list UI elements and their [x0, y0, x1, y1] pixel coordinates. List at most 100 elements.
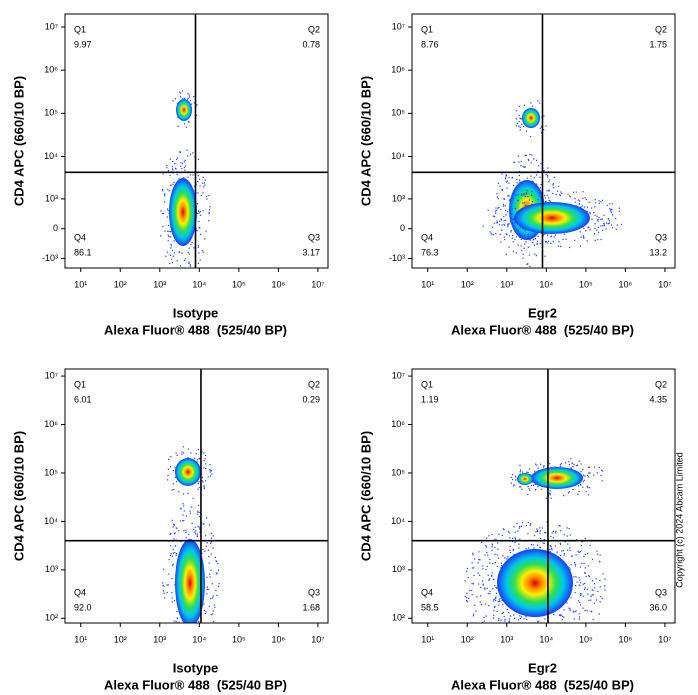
density-dot — [589, 213, 591, 215]
density-dot — [534, 244, 536, 246]
density-dot — [491, 549, 493, 551]
density-dot — [163, 585, 165, 587]
density-dot — [486, 546, 488, 548]
density-dot — [549, 494, 551, 496]
density-dot — [559, 464, 561, 466]
density-dot — [168, 627, 169, 628]
density-dot — [596, 215, 598, 217]
density-dot — [189, 153, 192, 155]
density-dot — [162, 584, 164, 587]
density-dot — [509, 551, 512, 554]
density-dot — [498, 533, 500, 535]
density-dot — [188, 262, 190, 265]
density-dot — [188, 628, 189, 629]
density-dot — [493, 631, 494, 632]
density-dot — [598, 466, 600, 469]
density-dot — [174, 643, 175, 644]
density-dot — [596, 599, 598, 601]
density-dot — [569, 195, 571, 197]
density-dot — [524, 202, 526, 204]
density-dot — [484, 587, 486, 589]
density-dot — [571, 626, 572, 627]
density-dot — [554, 466, 556, 468]
density-dot — [518, 625, 519, 626]
density-dot — [514, 222, 516, 224]
y-tick-label: 10² — [392, 613, 405, 623]
density-dot — [173, 538, 175, 540]
density-dot — [545, 173, 547, 176]
density-dot — [514, 645, 515, 646]
density-dot — [173, 252, 176, 254]
density-dot — [471, 567, 474, 569]
density-dot — [217, 562, 219, 565]
density-dot — [199, 528, 201, 530]
density-dot — [514, 538, 517, 540]
density-dot — [183, 161, 185, 163]
x-tick-label: 10² — [461, 279, 474, 289]
density-dot — [600, 238, 602, 241]
density-dot — [575, 554, 577, 556]
density-dot — [503, 236, 505, 238]
density-dot — [198, 481, 200, 483]
density-dot — [521, 471, 524, 473]
density-dot — [167, 468, 170, 470]
density-dot — [176, 610, 178, 613]
density-dot — [568, 566, 570, 568]
density-cloud — [522, 108, 540, 128]
density-dot — [592, 580, 594, 582]
density-dot — [464, 595, 466, 598]
density-dot — [577, 600, 580, 602]
density-dot — [531, 201, 534, 203]
density-dot — [586, 588, 588, 591]
density-dot — [565, 238, 567, 240]
density-dot — [174, 98, 177, 100]
density-dot — [610, 210, 612, 212]
density-dot — [544, 532, 546, 534]
density-dot — [202, 481, 204, 483]
density-dot — [171, 489, 173, 491]
density-dot — [597, 239, 599, 241]
density-dot — [212, 595, 214, 597]
density-dot — [192, 174, 194, 176]
density-dot — [534, 463, 537, 465]
density-dot — [499, 220, 501, 222]
density-dot — [183, 259, 186, 262]
density-dot — [197, 192, 199, 194]
density-dot — [502, 205, 505, 207]
density-dot — [586, 485, 588, 487]
density-dot — [559, 194, 561, 196]
density-dot — [522, 228, 524, 230]
density-dot — [519, 525, 521, 528]
density-dot — [188, 121, 190, 123]
density-dot — [497, 557, 500, 559]
density-dot — [199, 211, 201, 213]
density-dot — [512, 474, 514, 476]
density-dot — [173, 181, 175, 184]
density-dot — [214, 556, 217, 559]
quadrant-percent: 0.29 — [302, 394, 320, 404]
density-dot — [560, 191, 562, 193]
density-dot — [171, 262, 173, 264]
density-dot — [170, 631, 171, 632]
density-dot — [202, 625, 203, 626]
density-dot — [597, 226, 600, 228]
density-dot — [472, 567, 475, 569]
density-dot — [579, 616, 581, 618]
density-dot — [197, 262, 199, 265]
density-dot — [500, 208, 502, 211]
density-dot — [172, 469, 174, 472]
density-dot — [167, 224, 170, 227]
density-dot — [519, 236, 521, 239]
density-dot — [195, 114, 198, 117]
density-dot — [574, 198, 576, 200]
density-dot — [584, 537, 586, 540]
density-dot — [175, 168, 177, 170]
density-dot — [197, 511, 199, 513]
density-dot — [186, 274, 187, 275]
density-dot — [176, 645, 177, 646]
density-dot — [601, 218, 603, 220]
density-dot — [507, 211, 509, 213]
density-dot — [591, 589, 593, 591]
density-dot — [491, 544, 494, 546]
density-dot — [568, 527, 570, 530]
